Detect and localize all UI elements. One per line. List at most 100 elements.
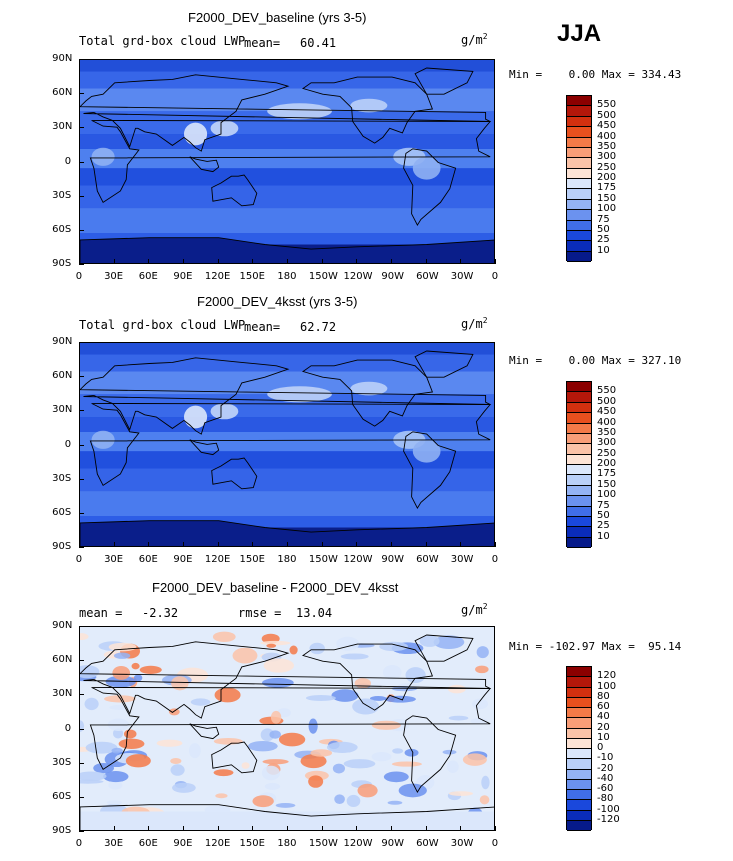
- panel-1-lat-tick: 30N: [52, 121, 73, 133]
- panel-2-lon-tickmark: [460, 542, 462, 547]
- panel-3-lat-tick: 90N: [52, 620, 73, 631]
- coast-northamerica: [301, 359, 434, 427]
- colorbar-segment: [567, 800, 591, 811]
- panel-3-lon-tick: 150E: [239, 838, 265, 849]
- panel-1-lat-tick: 60N: [52, 87, 73, 99]
- colorbar-segment: [567, 728, 591, 739]
- colorbar-level-label: 300: [597, 437, 617, 449]
- coast-africa: [89, 119, 492, 204]
- lat-band-8: [80, 88, 494, 112]
- colorbar-segment: [567, 465, 591, 476]
- colorbar-level-label: -80: [597, 793, 614, 805]
- lwp-patch-1: [184, 405, 208, 429]
- colorbar-segment: [567, 667, 591, 678]
- anomaly-blob-113: [357, 783, 378, 798]
- panel-3-lat-tickmark: [79, 796, 84, 798]
- panel-1-lon-tickmark: [321, 259, 323, 264]
- panel-1-lon-tick: 60E: [138, 271, 158, 282]
- anomaly-blob-123: [80, 771, 107, 781]
- colorbar-segment: [567, 433, 591, 445]
- panel-2-mean-label: mean=: [244, 320, 281, 334]
- panel-1-lon-tickmark: [79, 259, 80, 264]
- anomaly-blob-115: [112, 666, 131, 680]
- panel-2-lon-tickmark: [217, 542, 219, 547]
- panel-2-lon-tickmark: [79, 542, 80, 547]
- anomaly-blob-120: [190, 698, 211, 706]
- coast-australia: [211, 174, 258, 207]
- colorbar-segment: [567, 779, 591, 790]
- colorbar-segment: [567, 392, 591, 403]
- colorbar-segment: [567, 96, 591, 107]
- anomaly-blob-37: [108, 780, 123, 790]
- panel-3-lon-tick: 60W: [416, 838, 439, 849]
- panel-2-lon-tickmark: [113, 542, 115, 547]
- panel-1-lon-tickmark: [217, 259, 219, 264]
- panel-1-lat-tickmark: [79, 127, 84, 129]
- lwp-patch-4: [412, 156, 441, 180]
- anomaly-blob-87: [352, 698, 380, 715]
- panel-1-lon-tickmark: [183, 259, 184, 264]
- panel-1-lon-tickmark: [460, 259, 462, 264]
- colorbar-segment: [567, 116, 591, 128]
- lat-band-2: [80, 208, 494, 234]
- panel-2-lon-tickmark: [495, 542, 496, 547]
- coast-greenland: [414, 634, 474, 662]
- anomaly-blob-122: [170, 764, 185, 776]
- colorbar-segment: [567, 790, 591, 801]
- panel-2-lat-tickmark: [79, 342, 84, 343]
- panel-3-lon-tick: 90W: [381, 838, 405, 849]
- anomaly-blob-17: [446, 760, 459, 773]
- panel-2-lat-tick: 90N: [52, 336, 73, 347]
- panel-3-lat-tick: 30N: [52, 688, 73, 700]
- panel-1-lon-tick: 180: [277, 271, 297, 282]
- anomaly-blob-111: [310, 749, 333, 757]
- anomaly-blob-71: [447, 684, 466, 694]
- colorbar-level-label: 400: [597, 416, 617, 428]
- colorbar-segment: [567, 251, 591, 262]
- anomaly-blob-52: [264, 782, 281, 790]
- colorbar-segment: [567, 527, 591, 538]
- panel-1-lon-tick: 0: [491, 271, 499, 282]
- anomaly-blob-5: [343, 759, 376, 769]
- anomaly-blob-3: [308, 718, 318, 734]
- anomaly-blob-130: [336, 636, 360, 651]
- colorbar-level-label: -60: [597, 783, 614, 794]
- panel-2-lat-tickmark: [79, 444, 84, 446]
- panel-1-lon-tickmark: [148, 259, 150, 264]
- panel-1-lon-tickmark: [391, 259, 392, 264]
- panel-2-lon-tickmark: [356, 542, 358, 547]
- panel-3-lon-tickmark: [252, 826, 254, 831]
- panel-3-lon-tickmark: [321, 826, 323, 831]
- colorbar-segment: [567, 697, 591, 708]
- lat-band-4: [80, 451, 494, 469]
- panel-3-rmse-value: 13.04: [296, 606, 333, 620]
- panel-1-field-label: Total grd-box cloud LWP: [79, 34, 246, 48]
- colorbar-level-label: 500: [597, 109, 617, 121]
- panel-3-lat-tick: 60N: [52, 654, 73, 666]
- anomaly-blob-100: [270, 710, 282, 724]
- coast-eurasia: [80, 641, 491, 719]
- lat-band-6: [80, 134, 494, 149]
- panel-3-lon-tickmark: [148, 826, 150, 831]
- anomaly-blob-92: [419, 635, 440, 647]
- colorbar-level-label: 40: [597, 711, 610, 723]
- panel-2-lat-tick: 0: [64, 438, 72, 450]
- coast-antarctica: [80, 237, 494, 263]
- anomaly-blob-51: [212, 631, 236, 643]
- colorbar-level-label: 175: [597, 468, 617, 480]
- anomaly-blob-128: [289, 645, 298, 655]
- lwp-patch-1: [184, 122, 208, 146]
- colorbar-level-label: 10: [597, 530, 610, 542]
- panel-2-lon-tick: 30E: [104, 554, 124, 565]
- colorbar-level-label: 0: [597, 742, 604, 753]
- panel-2-lat-tick: 30N: [52, 404, 73, 416]
- map-background: [80, 627, 494, 830]
- anomaly-blob-50: [442, 749, 457, 755]
- panel-1-lon-tick: 30E: [104, 271, 124, 282]
- colorbar-level-label: 75: [597, 499, 610, 511]
- panel-2-lon-tick: 150W: [308, 554, 338, 565]
- colorbar-level-label: 350: [597, 140, 617, 152]
- anomaly-blob-125: [448, 791, 474, 796]
- panel-3-lon-tick: 120W: [343, 838, 373, 849]
- colorbar-segment: [567, 137, 591, 148]
